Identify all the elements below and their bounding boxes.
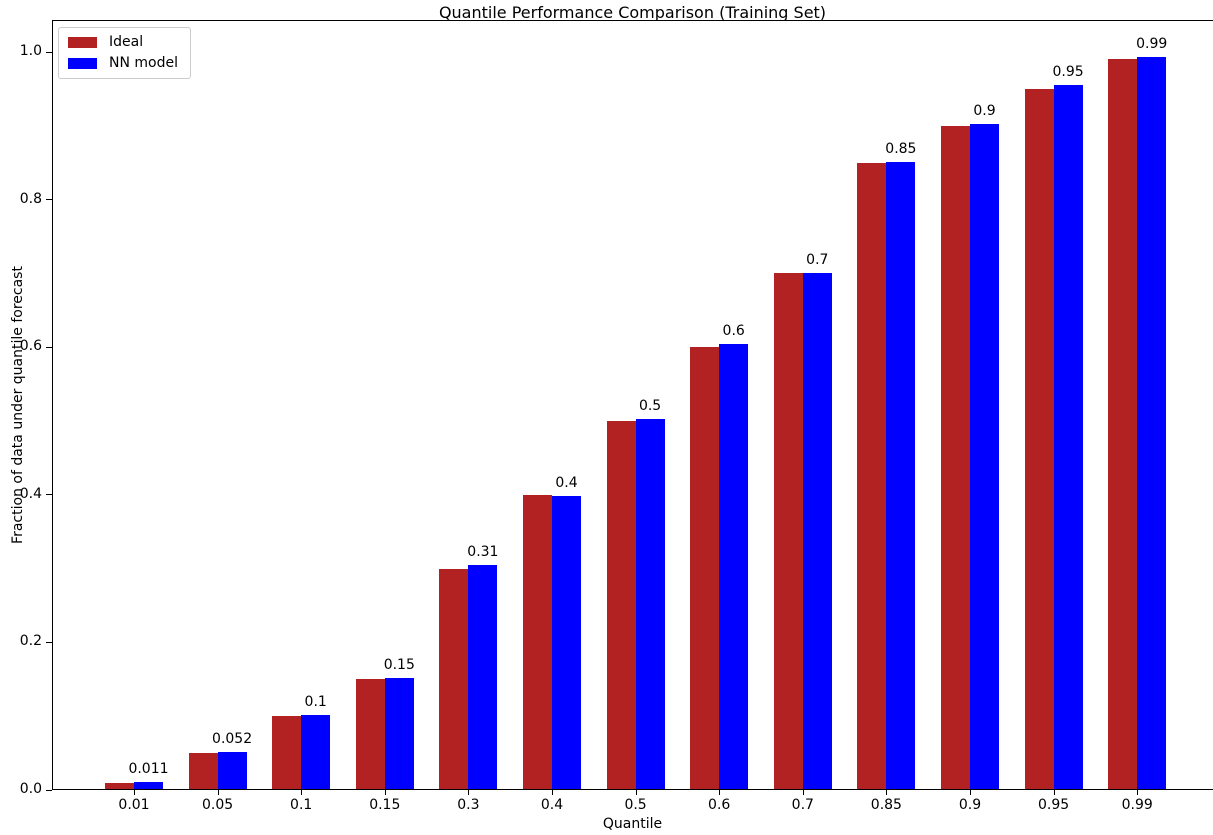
y-tick-label: 0.4 <box>19 485 42 502</box>
x-tick-mark <box>970 790 971 795</box>
y-tick-label: 0.8 <box>19 190 42 207</box>
bar-value-label: 0.95 <box>1052 64 1084 81</box>
y-tick-mark <box>46 51 52 53</box>
y-tick-mark <box>46 789 52 791</box>
bar-ideal <box>606 421 636 789</box>
x-tick-mark <box>802 790 804 795</box>
legend-label-nn-model: NN model <box>109 55 178 71</box>
bar-value-label: 0.85 <box>885 140 917 157</box>
x-tick-label: 0.01 <box>118 797 150 813</box>
legend-swatch-nn-model <box>68 57 97 69</box>
bar-nn-model <box>719 343 749 789</box>
legend-item-nn-model: NN model <box>68 55 178 71</box>
bar-ideal <box>1108 59 1138 789</box>
bar-nn-model <box>134 781 163 789</box>
bar-value-label: 0.7 <box>806 251 829 268</box>
bar-value-label: 0.052 <box>212 730 253 747</box>
x-tick-label: 0.5 <box>624 797 647 813</box>
bar-value-label: 0.011 <box>128 760 169 777</box>
x-tick-mark <box>384 790 386 795</box>
x-axis-label: Quantile <box>602 816 663 832</box>
bar-nn-model <box>970 123 999 789</box>
bar-nn-model <box>802 272 832 789</box>
x-tick-mark <box>1137 790 1139 795</box>
y-tick-label: 0.2 <box>19 633 42 650</box>
x-tick-label: 0.9 <box>958 797 982 813</box>
bar-ideal <box>1024 88 1054 789</box>
x-tick-mark <box>1053 790 1055 795</box>
bar-value-label: 0.5 <box>638 397 662 414</box>
bar-ideal <box>188 753 218 789</box>
bar-nn-model <box>552 496 581 789</box>
bar-nn-model <box>1053 85 1083 789</box>
x-tick-label: 0.1 <box>290 797 313 813</box>
x-tick-mark <box>217 790 219 795</box>
x-tick-mark <box>552 790 553 795</box>
bar-ideal <box>439 568 469 789</box>
legend-item-ideal: Ideal <box>68 34 178 50</box>
bar-nn-model <box>217 751 247 789</box>
y-tick-label: 0.6 <box>19 338 42 355</box>
bar-nn-model <box>301 714 331 789</box>
bar-nn-model <box>886 161 916 789</box>
bar-ideal <box>690 347 720 789</box>
bar-ideal <box>105 782 134 789</box>
y-axis-label: Fraction of data under quantile forecast <box>10 266 26 544</box>
x-tick-label: 0.85 <box>870 797 902 813</box>
x-tick-mark <box>468 790 470 795</box>
bar-nn-model <box>635 418 665 789</box>
bar-value-label: 0.9 <box>973 102 996 119</box>
bar-nn-model <box>1137 57 1167 789</box>
x-tick-label: 0.05 <box>202 797 234 813</box>
x-tick-mark <box>886 790 888 795</box>
x-tick-label: 0.99 <box>1121 797 1153 813</box>
x-tick-label: 0.15 <box>369 797 401 813</box>
x-tick-label: 0.3 <box>457 797 480 813</box>
y-tick-label: 0.0 <box>19 781 42 797</box>
bar-value-label: 0.31 <box>467 543 499 560</box>
bar-ideal <box>523 494 552 789</box>
y-tick-label: 1.0 <box>19 43 42 59</box>
bar-ideal <box>857 162 887 789</box>
bar-value-label: 0.99 <box>1136 36 1168 53</box>
y-tick-mark <box>46 199 52 201</box>
bar-value-label: 0.6 <box>722 322 745 339</box>
bar-nn-model <box>384 677 414 789</box>
bar-ideal <box>272 716 302 789</box>
y-tick-mark <box>46 494 52 496</box>
y-tick-mark <box>46 641 52 643</box>
legend-swatch-ideal <box>68 36 97 48</box>
bar-value-label: 0.4 <box>555 475 578 492</box>
x-tick-label: 0.4 <box>540 797 564 813</box>
bar-ideal <box>941 125 970 789</box>
x-tick-label: 0.95 <box>1038 797 1070 813</box>
bar-ideal <box>773 273 803 789</box>
legend-label-ideal: Ideal <box>109 34 144 50</box>
bar-nn-model <box>468 564 498 789</box>
x-tick-label: 0.6 <box>708 797 731 813</box>
bar-value-label: 0.15 <box>383 656 415 673</box>
bar-value-label: 0.1 <box>304 693 327 710</box>
chart-title: Quantile Performance Comparison (Trainin… <box>438 3 827 22</box>
legend: Ideal NN model <box>58 27 191 79</box>
x-tick-mark <box>134 790 135 795</box>
x-tick-mark <box>635 790 637 795</box>
bar-ideal <box>355 679 385 789</box>
x-tick-label: 0.7 <box>791 797 814 813</box>
x-tick-mark <box>301 790 303 795</box>
y-tick-mark <box>46 346 52 348</box>
x-tick-mark <box>719 790 721 795</box>
